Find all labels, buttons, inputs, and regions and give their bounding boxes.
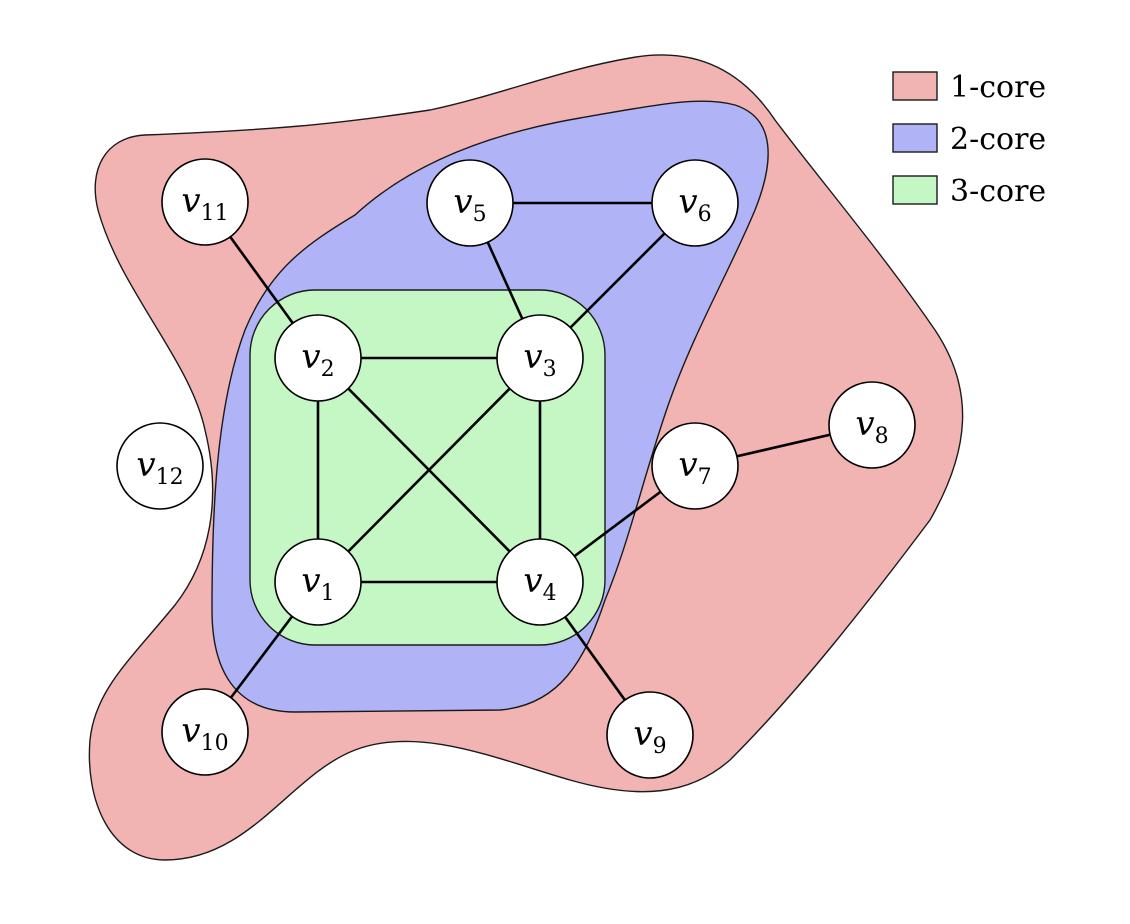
node-label: v2 <box>301 337 334 382</box>
node-subscript: 12 <box>156 465 184 490</box>
legend-label: 3-core <box>950 174 1046 209</box>
node-circle <box>651 422 739 510</box>
edge-v2-v4 <box>316 356 542 584</box>
node-subscript: 4 <box>543 581 557 606</box>
node-circle <box>274 314 362 402</box>
legend-label: 2-core <box>950 122 1046 157</box>
node-circle <box>606 691 694 779</box>
node-v4: v4 <box>496 538 584 626</box>
node-label: v11 <box>181 181 228 226</box>
node-circle <box>161 688 249 776</box>
node-v8: v8 <box>828 381 916 469</box>
legend-swatch <box>892 71 938 101</box>
node-circle <box>426 159 514 247</box>
node-circle <box>651 159 739 247</box>
node-v5: v5 <box>426 159 514 247</box>
node-subscript: 1 <box>321 581 335 606</box>
node-circle <box>116 422 204 510</box>
legend-swatch <box>892 175 938 205</box>
node-circle <box>496 538 584 626</box>
node-subscript: 7 <box>698 465 712 490</box>
node-label: v9 <box>633 714 666 759</box>
node-circle <box>496 314 584 402</box>
node-label: v1 <box>301 561 334 606</box>
node-circle <box>161 158 249 246</box>
node-subscript: 6 <box>698 202 712 227</box>
node-subscript: 10 <box>201 731 229 756</box>
node-label: v8 <box>855 404 888 449</box>
node-label: v3 <box>523 337 556 382</box>
node-label: v7 <box>678 445 711 490</box>
node-label: v5 <box>453 182 486 227</box>
node-subscript: 5 <box>473 202 487 227</box>
node-subscript: 11 <box>201 201 229 226</box>
node-label: v12 <box>136 445 183 490</box>
node-v9: v9 <box>606 691 694 779</box>
node-v10: v10 <box>161 688 249 776</box>
node-v11: v11 <box>161 158 249 246</box>
node-label: v10 <box>181 711 228 756</box>
legend: 1-core 2-core 3-core <box>892 70 1046 209</box>
node-subscript: 9 <box>653 734 667 759</box>
node-v7: v7 <box>651 422 739 510</box>
node-v3: v3 <box>496 314 584 402</box>
node-label: v4 <box>523 561 556 606</box>
node-v12: v12 <box>116 422 204 510</box>
node-label: v6 <box>678 182 711 227</box>
node-v1: v1 <box>274 538 362 626</box>
node-circle <box>274 538 362 626</box>
node-subscript: 2 <box>321 357 335 382</box>
node-v2: v2 <box>274 314 362 402</box>
node-circle <box>828 381 916 469</box>
node-v6: v6 <box>651 159 739 247</box>
node-subscript: 3 <box>543 357 557 382</box>
node-subscript: 8 <box>875 424 889 449</box>
legend-swatch <box>892 123 938 153</box>
node-layer: v1 v2 v3 v4 v5 v6 v7 v8 v9 v10 v11 v12 <box>116 158 916 779</box>
legend-label: 1-core <box>950 70 1046 105</box>
